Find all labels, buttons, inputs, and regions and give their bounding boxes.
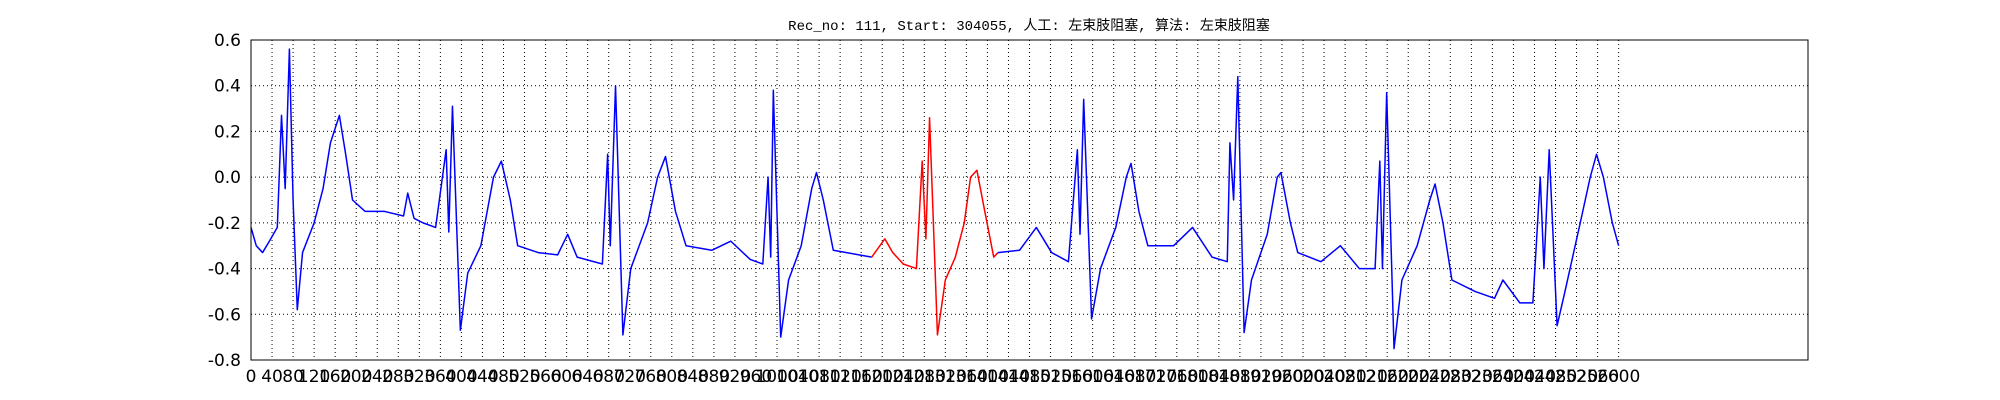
x-tick-label: 240 <box>361 367 393 387</box>
x-tick-label: 120 <box>298 367 330 387</box>
x-tick-label: 1400 <box>966 367 1009 387</box>
y-tick-label: 0.2 <box>214 122 241 142</box>
y-tick-label: -0.2 <box>208 214 241 234</box>
x-tick-label: 720 <box>614 367 646 387</box>
x-tick-label: 1480 <box>1008 367 1051 387</box>
x-tick-label: 1920 <box>1239 367 1282 387</box>
plot-frame <box>250 39 1809 361</box>
x-tick-label: 440 <box>466 367 498 387</box>
x-tick-label: 640 <box>571 367 603 387</box>
x-tick-label: 2160 <box>1366 367 1409 387</box>
x-tick-label: 1560 <box>1050 367 1093 387</box>
x-tick-label: 1520 <box>1029 367 1072 387</box>
x-tick-label: 2600 <box>1597 367 1640 387</box>
x-tick-label: 1680 <box>1113 367 1156 387</box>
x-tick-label: 760 <box>635 367 667 387</box>
x-tick-label: 2000 <box>1281 367 1324 387</box>
x-tick-label: 2240 <box>1408 367 1451 387</box>
x-tick-label: 400 <box>445 367 477 387</box>
x-tick-label: 2280 <box>1429 367 1472 387</box>
x-tick-label: 40 <box>261 367 283 387</box>
x-tick-label: 2560 <box>1576 367 1619 387</box>
y-tick-label: -0.8 <box>208 351 241 371</box>
x-tick-label: 960 <box>740 367 772 387</box>
x-tick-label: 1360 <box>945 367 988 387</box>
signal-line <box>871 116 999 336</box>
x-tick-label: 320 <box>403 367 435 387</box>
y-tick-label: -0.4 <box>208 260 241 280</box>
x-tick-label: 480 <box>487 367 519 387</box>
x-tick-label: 1080 <box>797 367 840 387</box>
x-tick-label: 2400 <box>1492 367 1535 387</box>
x-tick-label: 2040 <box>1302 367 1345 387</box>
x-tick-label: 2120 <box>1345 367 1388 387</box>
x-tick-label: 2320 <box>1450 367 1493 387</box>
chart-title: Rec_no: 111, Start: 304055, 人工: 左束肢阻塞, 算… <box>788 17 1270 35</box>
x-tick-label: 1960 <box>1260 367 1303 387</box>
y-tick-label: 0.4 <box>214 77 241 97</box>
x-tick-label: 1160 <box>840 367 883 387</box>
signal-line <box>250 48 872 338</box>
signal-line <box>997 75 1620 350</box>
x-tick-label: 1000 <box>755 367 798 387</box>
x-tick-label: 600 <box>550 367 582 387</box>
x-tick-label: 560 <box>529 367 561 387</box>
x-tick-label: 1120 <box>819 367 862 387</box>
x-tick-label: 2080 <box>1323 367 1366 387</box>
x-tick-label: 160 <box>319 367 351 387</box>
x-tick-label: 2520 <box>1555 367 1598 387</box>
x-tick-label: 1800 <box>1176 367 1219 387</box>
x-tick-label: 2440 <box>1513 367 1556 387</box>
x-tick-label: 360 <box>424 367 456 387</box>
x-tick-label: 800 <box>656 367 688 387</box>
x-tick-label: 1840 <box>1197 367 1240 387</box>
x-tick-label: 2200 <box>1387 367 1430 387</box>
x-tick-label: 1440 <box>987 367 1030 387</box>
x-tick-label: 280 <box>382 367 414 387</box>
x-tick-label: 880 <box>698 367 730 387</box>
x-tick-label: 1200 <box>861 367 904 387</box>
x-tick-label: 1040 <box>776 367 819 387</box>
x-tick-label: 680 <box>592 367 624 387</box>
y-tick-label: 0.0 <box>214 168 241 188</box>
x-tick-label: 1640 <box>1092 367 1135 387</box>
y-tick-label: 0.6 <box>214 31 241 51</box>
x-tick-label: 80 <box>282 367 304 387</box>
x-tick-label: 1600 <box>1071 367 1114 387</box>
x-tick-label: 1280 <box>903 367 946 387</box>
x-tick-label: 0 <box>246 367 257 387</box>
x-tick-label: 520 <box>508 367 540 387</box>
x-tick-label: 920 <box>719 367 751 387</box>
x-tick-label: 2360 <box>1471 367 1514 387</box>
x-tick-label: 1720 <box>1134 367 1177 387</box>
x-tick-label: 1760 <box>1155 367 1198 387</box>
x-tick-label: 1240 <box>882 367 925 387</box>
x-tick-label: 1880 <box>1218 367 1261 387</box>
x-tick-label: 1320 <box>924 367 967 387</box>
x-tick-label: 200 <box>340 367 372 387</box>
x-tick-label: 2480 <box>1534 367 1577 387</box>
x-tick-label: 840 <box>677 367 709 387</box>
y-tick-label: -0.6 <box>208 305 241 325</box>
